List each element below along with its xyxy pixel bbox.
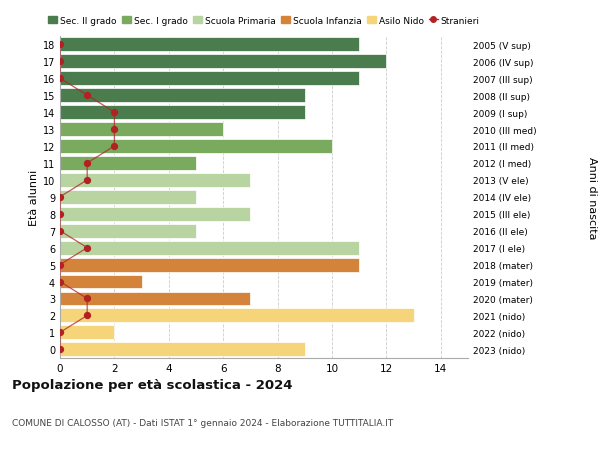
- Point: [82, 177, 92, 184]
- Bar: [60, 190, 196, 204]
- Bar: [60, 140, 332, 154]
- Text: Anni di nascita: Anni di nascita: [587, 156, 597, 239]
- Point: [55, 261, 65, 269]
- Point: [55, 41, 65, 49]
- Point: [110, 126, 119, 134]
- Bar: [60, 123, 223, 137]
- Bar: [60, 224, 196, 238]
- Point: [110, 109, 119, 117]
- Bar: [60, 174, 250, 187]
- Bar: [60, 157, 196, 170]
- Bar: [60, 326, 115, 340]
- Bar: [60, 89, 305, 103]
- Bar: [60, 309, 413, 323]
- Bar: [60, 275, 142, 289]
- Point: [55, 211, 65, 218]
- Text: COMUNE DI CALOSSO (AT) - Dati ISTAT 1° gennaio 2024 - Elaborazione TUTTITALIA.IT: COMUNE DI CALOSSO (AT) - Dati ISTAT 1° g…: [12, 418, 393, 427]
- Bar: [60, 106, 305, 120]
- Point: [55, 58, 65, 66]
- Point: [82, 312, 92, 319]
- Point: [82, 295, 92, 302]
- Text: Popolazione per età scolastica - 2024: Popolazione per età scolastica - 2024: [12, 379, 293, 392]
- Point: [82, 245, 92, 252]
- Point: [55, 278, 65, 285]
- Point: [55, 75, 65, 83]
- Point: [82, 92, 92, 100]
- Bar: [60, 241, 359, 255]
- Point: [55, 228, 65, 235]
- Bar: [60, 72, 359, 86]
- Bar: [60, 55, 386, 69]
- Point: [55, 194, 65, 201]
- Bar: [60, 38, 359, 52]
- Bar: [60, 258, 359, 272]
- Bar: [60, 342, 305, 357]
- Bar: [60, 292, 250, 306]
- Y-axis label: Età alunni: Età alunni: [29, 169, 38, 225]
- Legend: Sec. II grado, Sec. I grado, Scuola Primaria, Scuola Infanzia, Asilo Nido, Stran: Sec. II grado, Sec. I grado, Scuola Prim…: [49, 17, 479, 26]
- Point: [55, 346, 65, 353]
- Bar: [60, 207, 250, 221]
- Point: [82, 160, 92, 167]
- Point: [55, 329, 65, 336]
- Point: [110, 143, 119, 150]
